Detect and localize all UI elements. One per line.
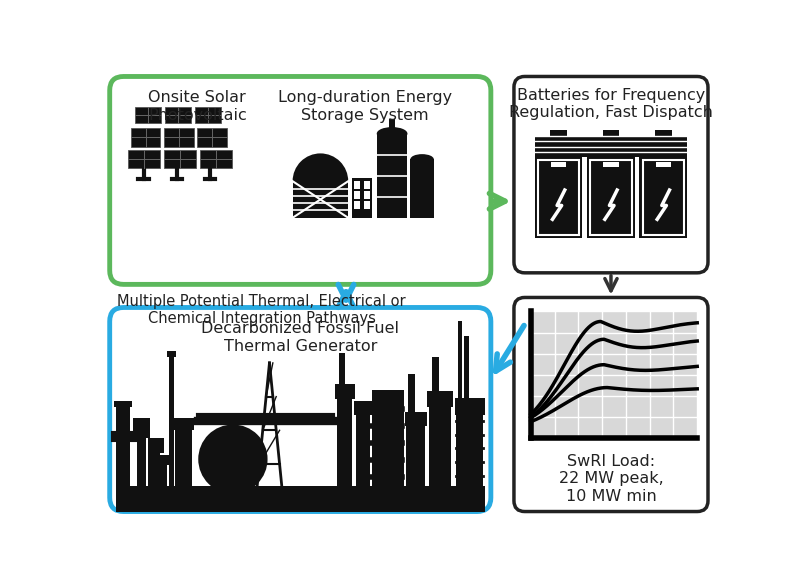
Bar [116,486,485,512]
Bar [550,130,567,136]
FancyBboxPatch shape [514,77,708,273]
Bar [339,353,346,384]
Text: SwRI Load:
22 MW peak,
10 MW min: SwRI Load: 22 MW peak, 10 MW min [558,454,663,504]
Bar [158,455,170,465]
Bar [169,355,174,498]
Bar [337,397,352,498]
Bar [603,162,618,166]
Bar [377,134,407,218]
Bar [137,436,146,498]
Bar [200,149,232,168]
Bar [534,136,687,157]
FancyBboxPatch shape [514,298,708,512]
Bar [164,128,194,146]
Bar [371,390,404,498]
Bar [639,157,687,238]
Bar [175,428,192,498]
Bar [405,412,427,426]
Bar [364,181,370,189]
Bar [148,438,164,453]
Bar [656,162,671,166]
Bar [431,357,439,391]
Text: Long-duration Energy
Storage System: Long-duration Energy Storage System [278,90,452,122]
Text: Decarbonized Fossil Fuel
Thermal Generator: Decarbonized Fossil Fuel Thermal Generat… [202,321,399,354]
Bar [195,107,222,123]
Bar [198,128,226,146]
Bar [430,406,451,498]
Bar [334,384,354,399]
Bar [464,336,469,397]
Bar [352,178,372,218]
Bar [364,191,370,199]
Wedge shape [293,154,348,181]
Bar [655,130,672,136]
Bar [354,191,360,199]
Bar [165,107,191,123]
Ellipse shape [377,127,407,140]
Bar [590,161,632,235]
Bar [389,119,395,134]
Bar [456,413,483,498]
Bar [602,130,619,136]
Bar [354,401,372,414]
Bar [538,161,579,235]
FancyBboxPatch shape [110,77,491,284]
Bar [551,162,566,166]
Bar [587,157,635,238]
Bar [356,413,370,498]
Bar [128,149,160,168]
Bar [116,406,130,498]
Bar [406,424,426,498]
Text: Multiple Potential Thermal, Electrical or
Chemical Integration Pathways: Multiple Potential Thermal, Electrical o… [118,294,406,326]
Bar [148,451,160,498]
Bar [131,128,161,146]
Bar [458,321,462,397]
Bar [454,397,485,414]
FancyBboxPatch shape [110,308,491,512]
Bar [164,149,196,168]
Bar [427,391,453,407]
Bar [114,401,132,407]
Ellipse shape [410,154,434,165]
Bar [534,157,582,238]
Bar [409,374,414,412]
Bar [354,181,360,189]
Bar [293,181,348,218]
Bar [410,159,434,218]
Bar [354,202,360,209]
Text: Onsite Solar
Photovoltaic: Onsite Solar Photovoltaic [148,90,246,122]
Circle shape [198,424,267,494]
Bar [364,202,370,209]
Bar [531,311,698,438]
Bar [174,418,194,430]
Bar [160,463,167,498]
Bar [166,350,176,357]
Text: Batteries for Frequency
Regulation, Fast Dispatch: Batteries for Frequency Regulation, Fast… [509,88,713,121]
Bar [642,161,684,235]
Bar [134,107,161,123]
Bar [133,418,150,438]
